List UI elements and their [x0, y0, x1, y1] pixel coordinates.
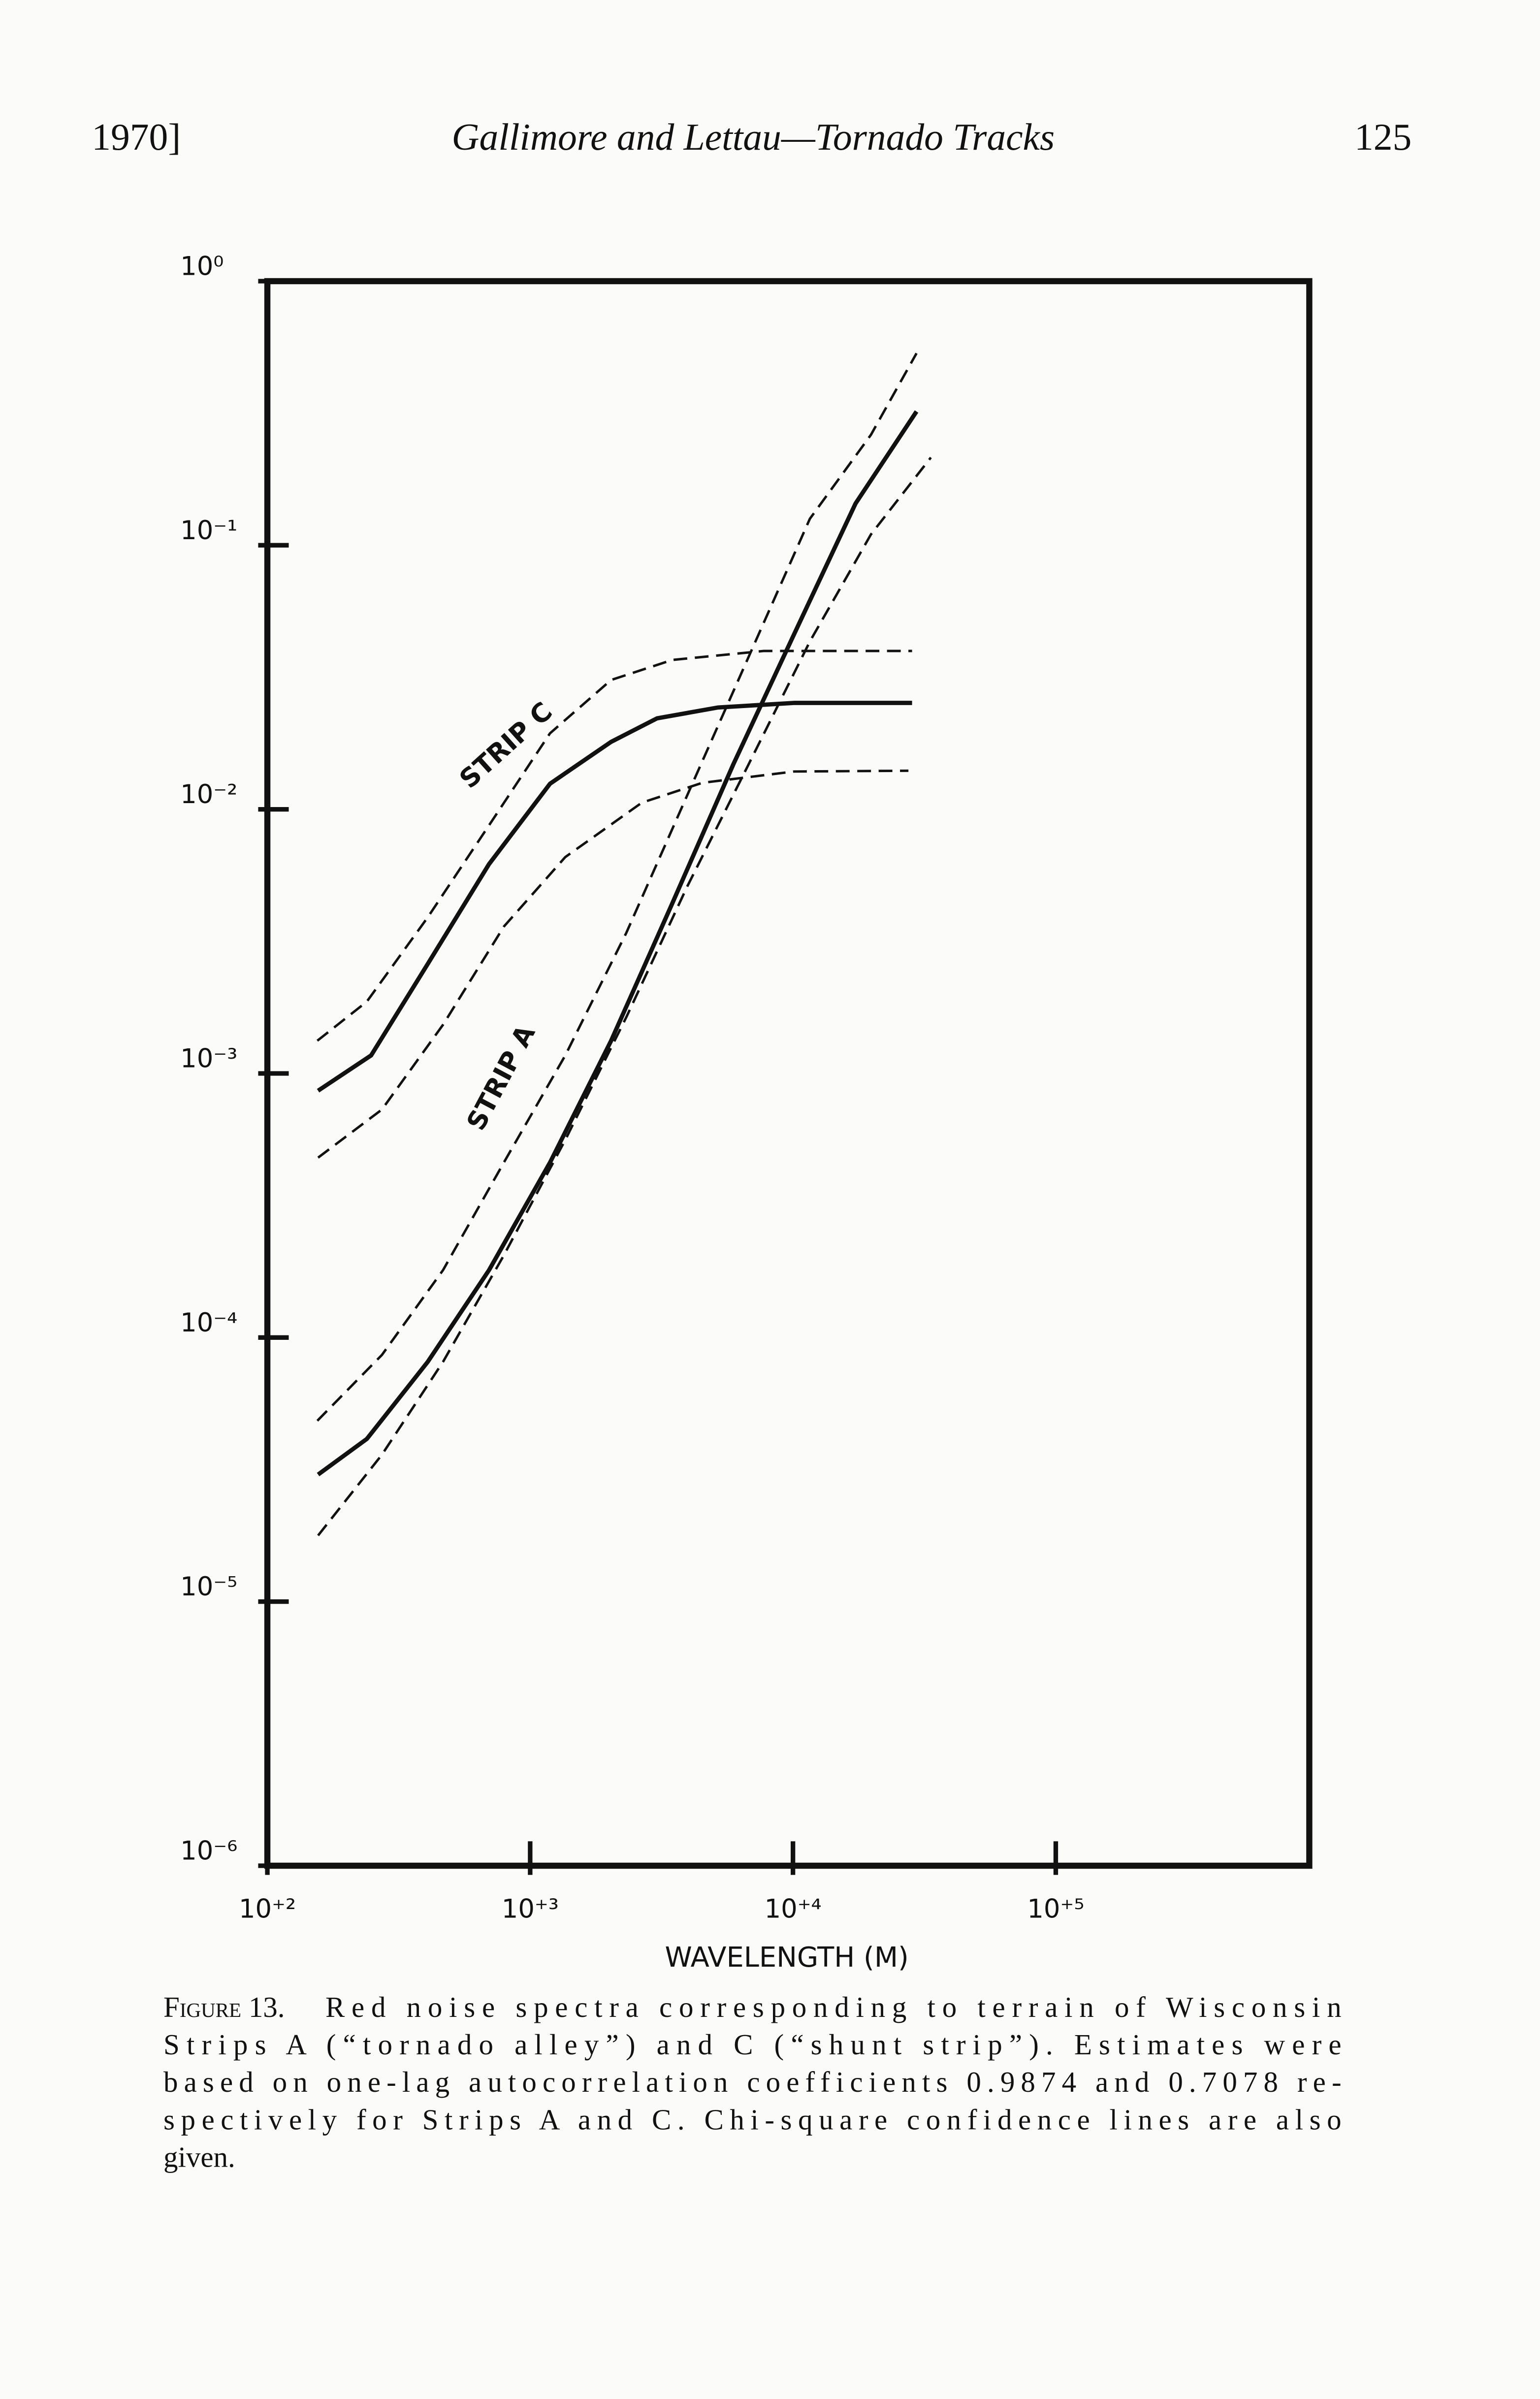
x-tick-label: 10⁺⁴: [765, 1894, 822, 1924]
x-tick-label: 10⁺⁵: [1027, 1894, 1084, 1924]
y-tick-label: 10⁻³: [180, 1044, 237, 1074]
y-tick-label: 10⁻⁵: [180, 1572, 237, 1602]
confidence-line: [317, 769, 909, 1159]
caption-line: given.: [163, 2140, 235, 2173]
x-axis-label: WAVELENGTH (M): [665, 1942, 908, 1974]
y-tick-label: 10⁻²: [180, 779, 237, 810]
y-tick-label: 10⁰: [180, 252, 224, 282]
confidence-line: [317, 456, 932, 1536]
header-title: Gallimore and Lettau—Tornado Tracks: [452, 116, 1055, 158]
confidence-line: [316, 353, 918, 1422]
y-tick-label: 10⁻⁴: [180, 1308, 237, 1338]
y-tick-label: 10⁻¹: [180, 516, 237, 546]
header-page: 125: [1354, 116, 1412, 158]
header-year: 1970]: [92, 116, 181, 158]
confidence-line: [316, 649, 912, 1042]
x-tick-label: 10⁺²: [239, 1894, 296, 1924]
spectrum-line: [317, 701, 912, 1093]
caption-line: spectively for Strips A and C. Chi-squar…: [163, 2103, 1342, 2136]
caption-label: Figure 13.: [163, 1991, 285, 2023]
x-tick-label: 10⁺³: [502, 1894, 559, 1924]
y-tick-label: 10⁻⁶: [180, 1836, 237, 1866]
caption-line: based on one-lag autocorrelation coeffic…: [163, 2066, 1342, 2098]
spectrum-line: [317, 410, 919, 1477]
